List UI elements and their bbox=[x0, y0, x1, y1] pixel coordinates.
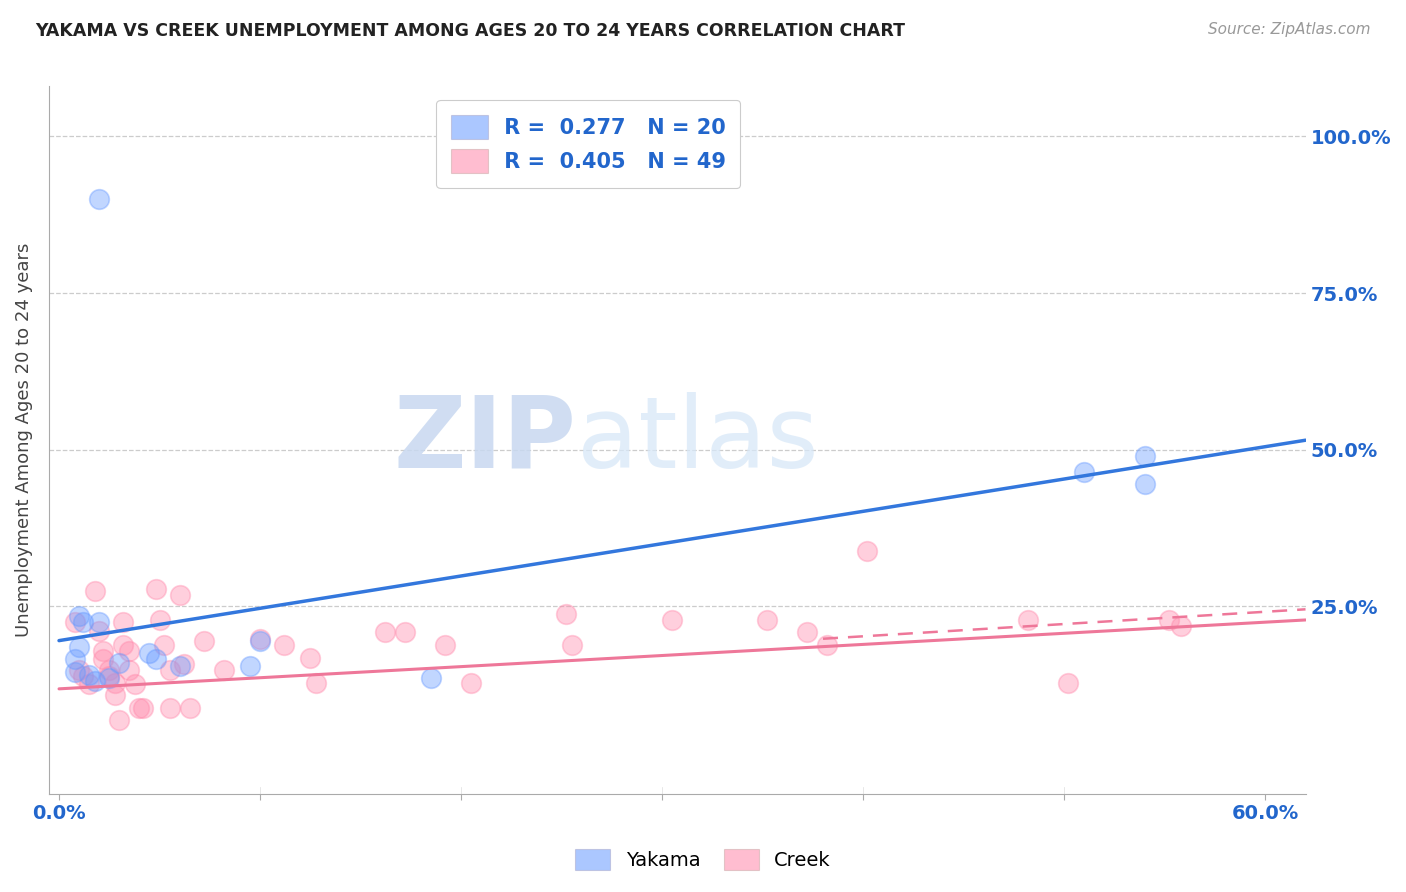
Point bbox=[84, 583, 107, 598]
Point bbox=[173, 657, 195, 671]
Point bbox=[63, 615, 86, 629]
Point bbox=[91, 652, 114, 666]
Point bbox=[118, 644, 141, 658]
Point bbox=[89, 192, 111, 206]
Point bbox=[1057, 675, 1080, 690]
Point bbox=[91, 644, 114, 658]
Point bbox=[1073, 465, 1095, 479]
Point bbox=[112, 638, 135, 652]
Text: atlas: atlas bbox=[576, 392, 818, 489]
Point bbox=[561, 638, 583, 652]
Point bbox=[273, 638, 295, 652]
Point bbox=[89, 624, 111, 639]
Y-axis label: Unemployment Among Ages 20 to 24 years: Unemployment Among Ages 20 to 24 years bbox=[15, 243, 32, 638]
Point bbox=[1170, 619, 1192, 633]
Point bbox=[374, 625, 396, 640]
Point bbox=[305, 675, 328, 690]
Point bbox=[89, 615, 111, 629]
Point bbox=[72, 669, 94, 683]
Point bbox=[554, 607, 576, 621]
Point bbox=[77, 668, 100, 682]
Point bbox=[169, 588, 191, 602]
Point bbox=[299, 650, 322, 665]
Point bbox=[84, 674, 107, 689]
Point bbox=[118, 663, 141, 677]
Point bbox=[1133, 449, 1156, 463]
Point bbox=[124, 677, 146, 691]
Point bbox=[148, 613, 170, 627]
Point bbox=[420, 671, 443, 685]
Point bbox=[98, 671, 121, 685]
Point bbox=[249, 632, 271, 646]
Point bbox=[212, 663, 235, 677]
Point bbox=[108, 656, 131, 670]
Point bbox=[1017, 613, 1039, 627]
Point bbox=[72, 615, 94, 629]
Point bbox=[63, 665, 86, 679]
Text: YAKAMA VS CREEK UNEMPLOYMENT AMONG AGES 20 TO 24 YEARS CORRELATION CHART: YAKAMA VS CREEK UNEMPLOYMENT AMONG AGES … bbox=[35, 22, 905, 40]
Point bbox=[249, 633, 271, 648]
Point bbox=[193, 633, 215, 648]
Point bbox=[112, 615, 135, 629]
Point bbox=[169, 658, 191, 673]
Point bbox=[98, 669, 121, 683]
Point bbox=[460, 675, 482, 690]
Point bbox=[159, 700, 181, 714]
Point bbox=[239, 658, 262, 673]
Point bbox=[138, 646, 160, 660]
Point bbox=[856, 544, 879, 558]
Point bbox=[104, 675, 127, 690]
Point bbox=[179, 700, 201, 714]
Point bbox=[67, 663, 90, 677]
Point bbox=[63, 652, 86, 666]
Point bbox=[98, 663, 121, 677]
Text: Source: ZipAtlas.com: Source: ZipAtlas.com bbox=[1208, 22, 1371, 37]
Point bbox=[1157, 613, 1180, 627]
Point bbox=[1133, 477, 1156, 491]
Text: ZIP: ZIP bbox=[394, 392, 576, 489]
Point bbox=[434, 638, 457, 652]
Point bbox=[152, 638, 174, 652]
Point bbox=[128, 700, 150, 714]
Point bbox=[815, 638, 838, 652]
Point bbox=[661, 613, 683, 627]
Point bbox=[67, 608, 90, 623]
Point bbox=[77, 677, 100, 691]
Legend: Yakama, Creek: Yakama, Creek bbox=[568, 841, 838, 878]
Point bbox=[755, 613, 778, 627]
Point bbox=[145, 582, 167, 596]
Legend:  R =  0.277   N = 20,  R =  0.405   N = 49: R = 0.277 N = 20, R = 0.405 N = 49 bbox=[436, 100, 741, 188]
Point bbox=[104, 688, 127, 702]
Point bbox=[394, 625, 416, 640]
Point bbox=[108, 713, 131, 727]
Point bbox=[132, 700, 155, 714]
Point bbox=[159, 663, 181, 677]
Point bbox=[145, 652, 167, 666]
Point bbox=[67, 640, 90, 654]
Point bbox=[796, 625, 818, 640]
